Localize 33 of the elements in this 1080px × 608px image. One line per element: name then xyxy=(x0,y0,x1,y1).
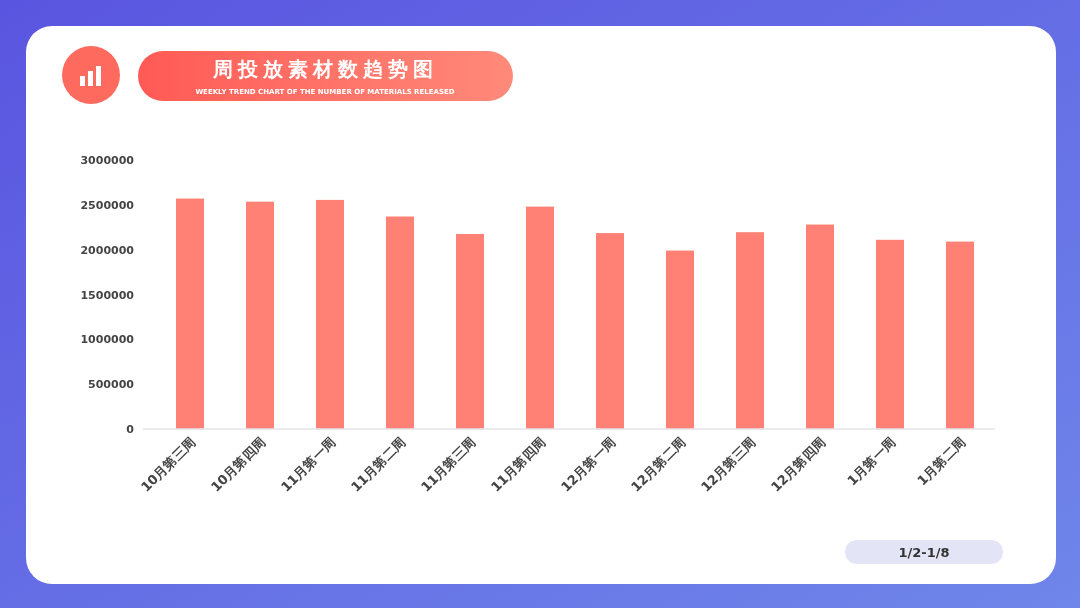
bar xyxy=(876,239,904,429)
x-tick-label: 1月第一周 xyxy=(844,434,899,489)
bar xyxy=(596,233,624,429)
text: 1/2-1/8 xyxy=(898,545,950,560)
bar xyxy=(946,241,974,429)
x-tick-label: 12月第一周 xyxy=(557,434,619,495)
bar xyxy=(666,250,694,429)
y-tick-label: 500000 xyxy=(88,378,135,392)
chart-title: 周投放素材数趋势图 xyxy=(211,57,438,81)
y-tick-label: 2000000 xyxy=(80,243,135,257)
y-tick-label: 1000000 xyxy=(80,333,135,347)
x-tick-label: 11月第三周 xyxy=(417,434,479,495)
x-tick-label: 11月第一周 xyxy=(277,434,339,495)
bar xyxy=(176,198,204,429)
x-tick-label: 12月第三周 xyxy=(697,434,759,495)
x-tick-label: 12月第二周 xyxy=(627,434,689,495)
x-tick-label: 10月第四周 xyxy=(207,434,269,495)
x-tick-label: 11月第四周 xyxy=(487,434,549,495)
y-tick-label: 2500000 xyxy=(80,198,135,212)
bar xyxy=(526,206,554,429)
y-tick-label: 1500000 xyxy=(80,288,135,302)
x-tick-label: 10月第三周 xyxy=(137,434,199,495)
bar xyxy=(386,216,414,429)
bar xyxy=(806,224,834,429)
bar xyxy=(736,232,764,429)
bar xyxy=(316,199,344,429)
bar xyxy=(456,233,484,429)
x-tick-label: 12月第四周 xyxy=(767,434,829,495)
x-tick-label: 11月第二周 xyxy=(347,434,409,495)
y-tick-label: 0 xyxy=(126,423,135,436)
y-tick-label: 3000000 xyxy=(80,154,135,167)
bar xyxy=(246,201,274,429)
x-tick-label: 1月第二周 xyxy=(914,434,969,489)
